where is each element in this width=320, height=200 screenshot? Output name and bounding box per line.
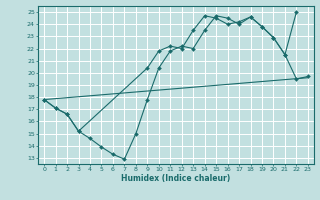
X-axis label: Humidex (Indice chaleur): Humidex (Indice chaleur) — [121, 174, 231, 183]
